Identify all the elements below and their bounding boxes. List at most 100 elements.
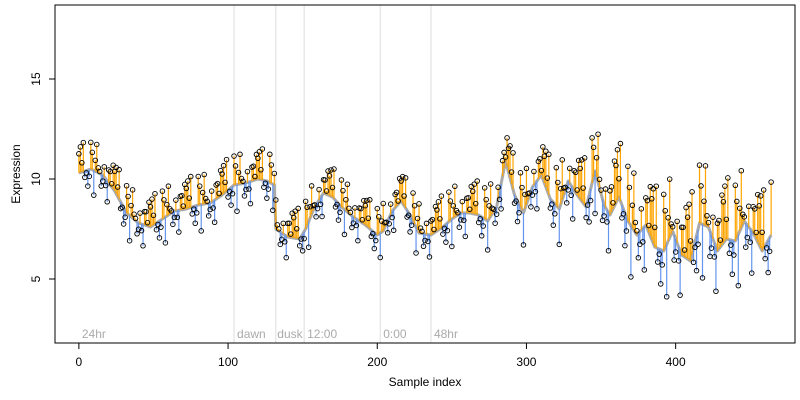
data-point (483, 196, 489, 203)
period-label: 24hr (82, 327, 106, 341)
data-point (340, 187, 346, 194)
data-point (456, 224, 463, 230)
data-point (499, 157, 506, 164)
data-point (196, 183, 203, 189)
data-point (199, 189, 206, 196)
data-point (335, 217, 342, 223)
data-point (507, 143, 513, 149)
data-point (119, 204, 125, 210)
data-point (731, 252, 737, 258)
data-point (413, 250, 419, 256)
data-point (188, 173, 194, 180)
data-point (589, 135, 595, 141)
data-point (638, 206, 645, 212)
period-labels: 24hr dawn dusk 12:00 0:00 48hr (82, 327, 458, 341)
data-point (748, 270, 755, 276)
data-point (259, 146, 266, 152)
data-point (326, 173, 333, 179)
data-point (180, 203, 187, 209)
data-point (487, 181, 494, 187)
data-point (216, 190, 222, 197)
data-point (232, 163, 239, 169)
data-point (443, 239, 449, 245)
data-point (680, 224, 686, 231)
data-point (628, 274, 634, 280)
data-point (277, 241, 284, 248)
data-point (555, 179, 561, 186)
data-point (665, 215, 671, 221)
data-point (195, 173, 201, 180)
data-point (502, 154, 509, 160)
data-point (756, 203, 762, 209)
data-point (256, 148, 263, 155)
data-point (125, 193, 131, 200)
data-point (577, 165, 583, 172)
data-point (716, 217, 722, 224)
data-point (504, 135, 510, 141)
data-point (571, 167, 577, 174)
x-tick-label: 200 (367, 355, 387, 369)
data-point (674, 218, 680, 225)
data-point (431, 226, 437, 233)
data-point (204, 198, 210, 205)
data-point (625, 163, 631, 170)
data-point (341, 231, 348, 238)
data-point (193, 210, 200, 216)
data-point (390, 227, 397, 234)
data-point (644, 197, 651, 204)
data-point (608, 184, 615, 190)
data-point (698, 183, 704, 189)
data-point (156, 235, 163, 241)
data-point (210, 205, 216, 211)
data-point (399, 173, 406, 180)
data-point (686, 201, 692, 207)
data-point (425, 238, 431, 245)
period-label: 48hr (434, 327, 458, 341)
data-point (190, 206, 197, 212)
data-point (240, 178, 246, 185)
data-point (325, 168, 331, 174)
x-tick-label: 300 (516, 355, 536, 369)
data-point (420, 243, 427, 249)
data-point (677, 292, 683, 298)
data-point (513, 198, 519, 204)
data-point (595, 131, 601, 137)
data-point (596, 176, 603, 183)
data-point (99, 178, 106, 184)
data-point (358, 205, 364, 212)
data-point (437, 216, 443, 222)
data-point (435, 199, 442, 205)
data-point (593, 154, 600, 161)
data-point (271, 170, 278, 177)
data-point (114, 184, 121, 190)
data-point (553, 164, 560, 171)
data-point (174, 214, 181, 221)
data-point (459, 198, 466, 205)
data-point (338, 177, 345, 183)
data-point (537, 156, 543, 162)
data-point (159, 188, 166, 194)
data-point (620, 211, 627, 217)
data-point (471, 181, 477, 187)
data-point (149, 196, 155, 202)
data-point (217, 167, 224, 174)
data-point (766, 248, 773, 255)
data-point (234, 208, 240, 214)
data-point (538, 167, 545, 174)
data-point (267, 151, 273, 158)
data-point (663, 293, 670, 300)
data-point (714, 220, 721, 227)
data-point (729, 271, 736, 278)
data-point (662, 208, 668, 214)
data-point (675, 258, 682, 264)
data-point (302, 198, 309, 205)
data-point (666, 176, 673, 182)
data-point (659, 262, 665, 268)
data-point (722, 183, 728, 189)
data-point (732, 182, 739, 189)
data-point (465, 195, 472, 201)
data-point (656, 251, 662, 257)
data-point (85, 183, 91, 189)
y-axis-title: Expression (9, 144, 23, 203)
data-point (455, 209, 461, 216)
